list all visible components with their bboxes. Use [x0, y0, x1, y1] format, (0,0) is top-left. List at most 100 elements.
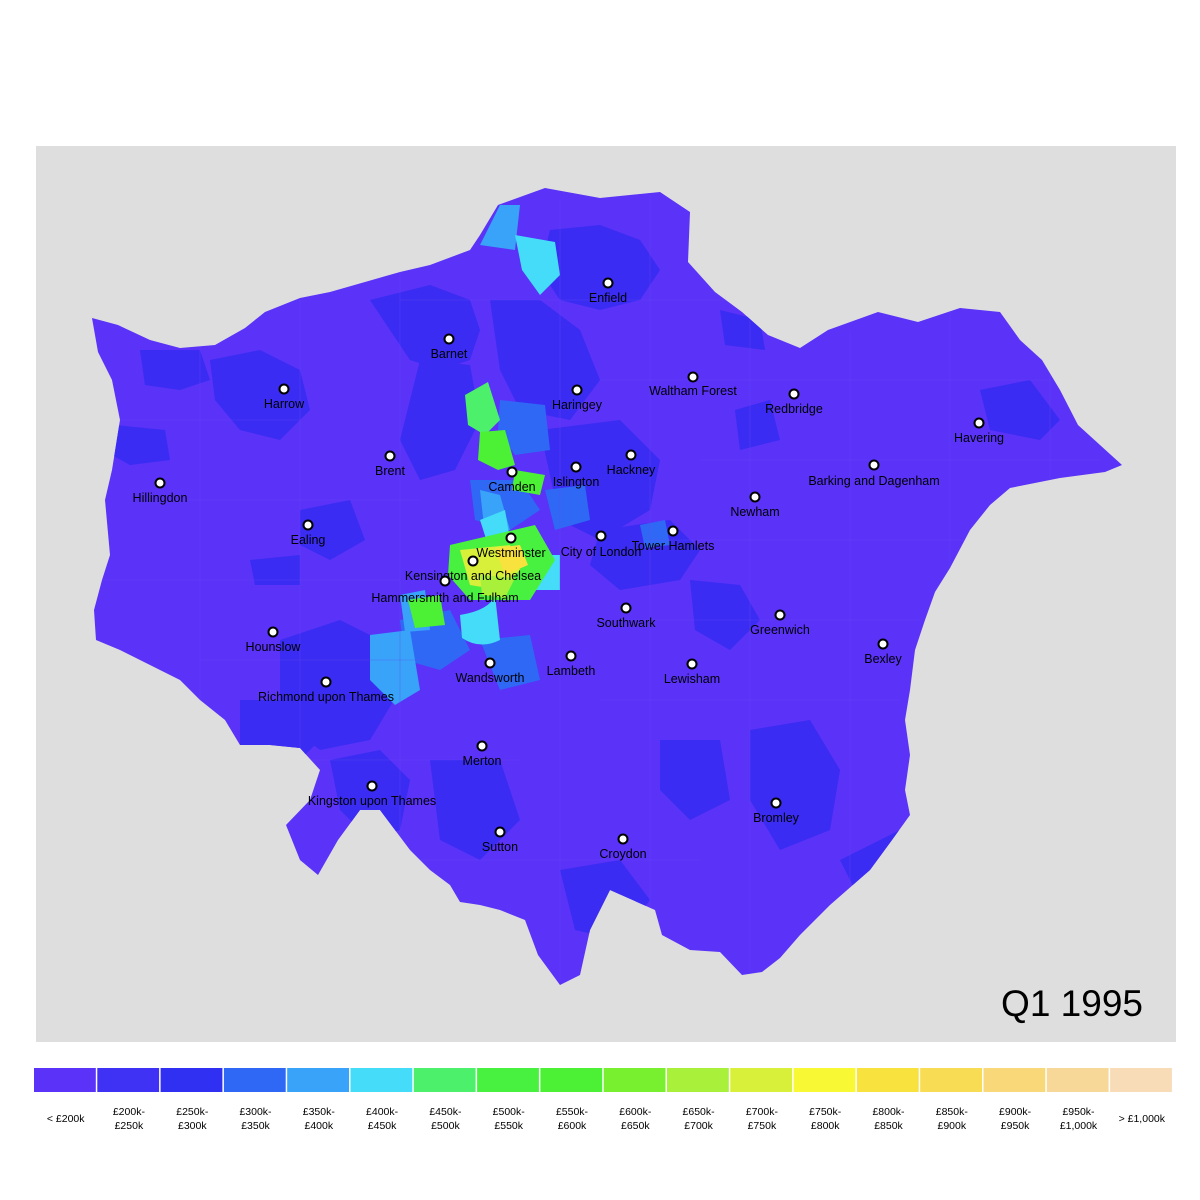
newham-label: Newham [730, 505, 779, 519]
legend-label-line2: £400k [304, 1120, 333, 1132]
legend-label-line2: £500k [431, 1120, 460, 1132]
ealing-label: Ealing [291, 533, 326, 547]
wandsworth-marker [484, 657, 496, 669]
richmond-upon-thames-marker [320, 676, 332, 688]
lambeth-label: Lambeth [547, 664, 596, 678]
legend-label-line1: £350k- [303, 1106, 336, 1118]
area-enfield-east [720, 310, 765, 350]
area-harrow [210, 350, 310, 440]
islington-marker [570, 461, 582, 473]
legend-swatch [1046, 1068, 1109, 1092]
haringey-label: Haringey [552, 398, 603, 412]
legend-swatch [160, 1068, 223, 1092]
hounslow-marker [267, 626, 279, 638]
area-hillingdon-west [112, 425, 170, 465]
borough-markers: Enfield Barnet Harrow Haringey Waltham Fores… [133, 277, 1004, 861]
legend-swatch [983, 1068, 1046, 1092]
area-fulham-green [408, 595, 445, 628]
kingston-upon-thames-marker [366, 780, 378, 792]
lambeth-marker [565, 650, 577, 662]
havering-label: Havering [954, 431, 1004, 445]
legend-swatch [603, 1068, 666, 1092]
westminster-label: Westminster [476, 546, 545, 560]
legend-swatch [793, 1068, 856, 1092]
area-havering-patch [980, 380, 1060, 440]
area-putney [370, 630, 420, 705]
legend-swatch [730, 1068, 793, 1092]
area-hounslow-patch [250, 555, 300, 585]
london-boroughs-shape [92, 188, 1122, 985]
area-redbridge-patch [735, 400, 780, 450]
area-lambeth-patch [480, 635, 540, 690]
legend-swatch [540, 1068, 603, 1092]
redbridge-label: Redbridge [765, 402, 823, 416]
legend-label-line2: £650k [621, 1120, 650, 1132]
legend-label-line1: £950k- [1062, 1106, 1095, 1118]
southwark-label: Southwark [596, 616, 656, 630]
barnet-label: Barnet [431, 347, 468, 361]
camden-marker [506, 466, 518, 478]
ward-boundaries [100, 195, 1100, 980]
legend-swatch [34, 1068, 96, 1092]
merton-label: Merton [463, 754, 502, 768]
area-greenwich-patch [690, 580, 760, 650]
tower-hamlets-label: Tower Hamlets [632, 539, 715, 553]
brent-label: Brent [375, 464, 405, 478]
legend-swatch [223, 1068, 286, 1092]
legend-label-line1: > £1,000k [1119, 1113, 1166, 1125]
area-mayfair-core [495, 545, 528, 575]
hounslow-label: Hounslow [246, 640, 302, 654]
legend-label-line1: £750k- [809, 1106, 842, 1118]
legend-label-line1: £550k- [556, 1106, 589, 1118]
westminster-marker [505, 532, 517, 544]
islington-label: Islington [553, 475, 600, 489]
legend-swatch [97, 1068, 160, 1092]
ealing-marker [302, 519, 314, 531]
harrow-label: Harrow [264, 397, 305, 411]
hackney-marker [625, 449, 637, 461]
kingston-upon-thames-label: Kingston upon Thames [308, 794, 436, 808]
area-camden-green-east [512, 470, 545, 495]
legend-label-line1: £250k- [176, 1106, 209, 1118]
legend-label-line2: £1,000k [1060, 1120, 1098, 1132]
area-bromley [750, 720, 840, 850]
sutton-label: Sutton [482, 840, 518, 854]
greenwich-marker [774, 609, 786, 621]
legend-label-line1: £600k- [619, 1106, 652, 1118]
area-lewisham-patch [660, 740, 730, 820]
legend-label-line2: £750k [748, 1120, 777, 1132]
barking-and-dagenham-marker [868, 459, 880, 471]
bexley-marker [877, 638, 889, 650]
bromley-marker [770, 797, 782, 809]
area-islington-patch [545, 485, 590, 530]
area-west-mid [140, 350, 210, 390]
legend: < £200k £200k- £250k £250k- £300k £300k- £350k… [34, 1068, 1172, 1132]
havering-marker [973, 417, 985, 429]
area-hampstead-green [465, 382, 500, 435]
hillingdon-label: Hillingdon [133, 491, 188, 505]
area-ealing-patch [300, 500, 365, 560]
haringey-marker [571, 384, 583, 396]
richmond-upon-thames-label: Richmond upon Thames [258, 690, 394, 704]
legend-label-line1: £200k- [113, 1106, 146, 1118]
merton-marker [476, 740, 488, 752]
camden-label: Camden [488, 480, 535, 494]
area-tower-patch [640, 520, 670, 548]
hillingdon-marker [154, 477, 166, 489]
legend-swatch [477, 1068, 539, 1092]
legend-label-line1: £500k- [493, 1106, 526, 1118]
area-north-spike [480, 205, 520, 250]
legend-swatch [413, 1068, 476, 1092]
lewisham-marker [686, 658, 698, 670]
hammersmith-and-fulham-marker [439, 575, 451, 587]
legend-swatch [1110, 1068, 1172, 1092]
legend-swatch [920, 1068, 982, 1092]
legend-label-line1: £800k- [872, 1106, 905, 1118]
sutton-marker [494, 826, 506, 838]
legend-label-line1: < £200k [47, 1113, 85, 1125]
area-barnet [370, 285, 480, 370]
waltham-forest-marker [687, 371, 699, 383]
legend-label-line1: £300k- [239, 1106, 272, 1118]
legend-label-line2: £950k [1001, 1120, 1030, 1132]
croydon-label: Croydon [599, 847, 646, 861]
